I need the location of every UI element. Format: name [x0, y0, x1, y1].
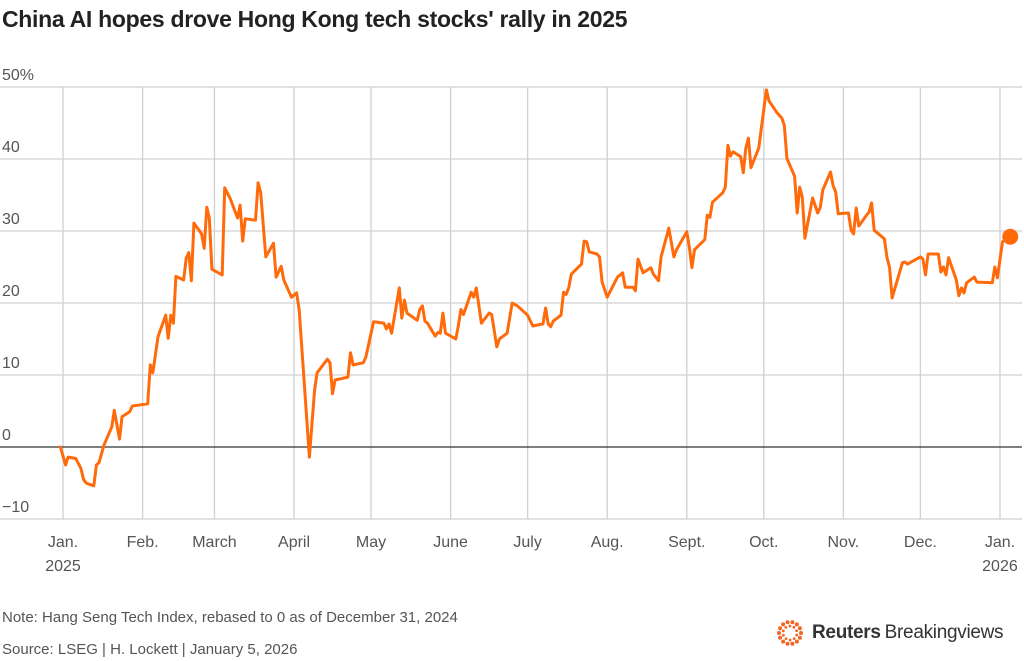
- x-axis-labels: Jan. 2025 Feb. March April May June July Aug. Sep…: [45, 534, 1018, 575]
- x-tick-label: June: [433, 534, 468, 551]
- x-tick-label: Jan.: [48, 534, 78, 551]
- x-tick-label: May: [356, 534, 386, 551]
- x-tick-label: Nov.: [828, 534, 860, 551]
- y-tick-label: 30: [2, 211, 20, 228]
- y-tick-label: −10: [2, 499, 29, 516]
- end-point-marker: [1002, 228, 1019, 245]
- x-tick-label: Dec.: [904, 534, 937, 551]
- series: [58, 88, 1019, 488]
- x-tick-label: Aug.: [591, 534, 624, 551]
- y-tick-label: 40: [2, 139, 20, 156]
- x-tick-year-label: 2026: [982, 558, 1018, 575]
- logo-brand: Reuters: [812, 622, 881, 643]
- x-tick-label: April: [278, 534, 310, 551]
- gridlines: [0, 86, 1022, 520]
- chart-title: China AI hopes drove Hong Kong tech stoc…: [2, 6, 628, 32]
- x-tick-label: July: [513, 534, 541, 551]
- x-tick-year-label: 2025: [45, 558, 81, 575]
- x-tick-label: Feb.: [127, 534, 159, 551]
- x-tick-label: March: [192, 534, 236, 551]
- line-chart: 50% 40 30 20 10 0 −10 Jan. 2025 Feb. March April Ma…: [0, 67, 1022, 575]
- logo-product: Breakingviews: [884, 622, 1004, 643]
- y-tick-label: 50%: [2, 67, 34, 84]
- chart-source: Source: LSEG | H. Lockett | January 5, 2…: [2, 641, 298, 658]
- y-axis-labels: 50% 40 30 20 10 0 −10: [2, 67, 34, 516]
- reuters-dot-ring-icon: [777, 620, 803, 646]
- x-tick-label: Jan.: [985, 534, 1015, 551]
- x-tick-label: Sept.: [668, 534, 705, 551]
- y-tick-label: 0: [2, 427, 11, 444]
- chart-note: Note: Hang Seng Tech Index, rebased to 0…: [2, 609, 458, 626]
- reuters-breakingviews-logo: Reuters Breakingviews: [776, 619, 1004, 647]
- y-tick-label: 20: [2, 283, 20, 300]
- y-tick-label: 10: [2, 355, 20, 372]
- x-tick-label: Oct.: [749, 534, 778, 551]
- series-line: [58, 88, 1012, 488]
